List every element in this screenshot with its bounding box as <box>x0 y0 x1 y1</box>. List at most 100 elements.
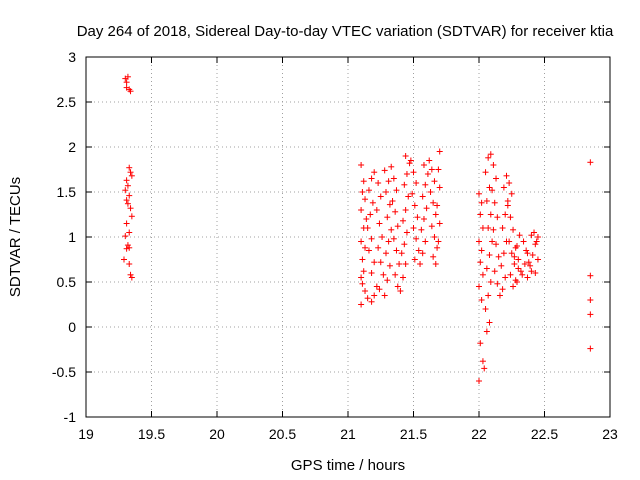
data-point <box>436 184 443 191</box>
data-point <box>126 261 133 267</box>
data-point <box>490 162 497 168</box>
data-point <box>411 202 418 209</box>
data-point <box>506 238 513 245</box>
x-axis-label: GPS time / hours <box>291 457 405 474</box>
data-point <box>510 283 517 290</box>
data-point <box>503 172 510 179</box>
data-point <box>477 340 484 347</box>
data-point <box>515 256 522 263</box>
x-tick-label: 21 <box>340 426 356 442</box>
data-point <box>367 211 374 218</box>
data-point <box>402 207 409 213</box>
data-point <box>126 164 133 171</box>
y-tick-label: 1.5 <box>57 184 77 200</box>
data-point <box>520 238 527 245</box>
data-point <box>502 274 509 281</box>
data-point <box>360 268 367 275</box>
data-point <box>587 272 594 279</box>
data-point <box>402 261 409 267</box>
data-point <box>508 250 515 257</box>
data-point <box>123 245 130 252</box>
data-point <box>380 271 387 278</box>
data-point <box>401 181 408 188</box>
data-point <box>487 211 494 218</box>
data-point <box>527 262 534 269</box>
data-point <box>369 199 376 206</box>
data-point <box>524 274 531 281</box>
data-point <box>435 238 442 245</box>
data-point <box>486 319 493 326</box>
data-point <box>476 378 482 384</box>
data-point <box>528 232 535 239</box>
data-point <box>377 259 384 266</box>
data-point <box>432 261 439 267</box>
data-point <box>519 271 526 278</box>
data-point <box>483 265 490 272</box>
data-point <box>392 208 399 215</box>
data-point <box>409 190 416 197</box>
data-point <box>388 226 395 233</box>
data-point <box>123 197 130 204</box>
data-point <box>532 270 539 276</box>
data-point <box>384 277 391 284</box>
data-point <box>491 199 498 206</box>
data-point <box>393 187 400 194</box>
data-point <box>381 292 388 299</box>
data-point <box>358 274 365 281</box>
data-point <box>587 311 594 318</box>
y-tick-label: 3 <box>68 49 76 65</box>
y-axis-label: SDTVAR / TECUs <box>7 177 24 297</box>
data-point <box>402 153 409 159</box>
data-point <box>487 151 494 158</box>
data-point <box>430 199 437 206</box>
data-point <box>430 253 437 260</box>
data-point <box>128 274 135 281</box>
data-point <box>479 271 486 278</box>
data-point <box>127 271 134 278</box>
data-point <box>382 189 389 195</box>
data-point <box>403 171 410 177</box>
data-point <box>482 169 489 176</box>
data-point <box>376 286 383 293</box>
x-tick-label: 22 <box>471 426 487 442</box>
data-point <box>431 178 438 185</box>
data-point <box>513 279 520 285</box>
data-point <box>419 250 426 257</box>
x-tick-label: 21.5 <box>400 426 427 442</box>
data-point <box>523 247 530 254</box>
data-point <box>506 180 513 186</box>
data-point <box>123 220 130 227</box>
data-point <box>362 288 369 294</box>
data-point <box>420 216 427 222</box>
data-point <box>371 259 378 266</box>
data-point <box>386 201 393 208</box>
data-point <box>377 193 384 200</box>
data-point <box>400 217 407 224</box>
data-point <box>393 247 400 254</box>
data-point <box>390 235 397 242</box>
data-point <box>126 192 133 199</box>
data-point <box>496 292 503 299</box>
x-tick-label: 23 <box>602 426 618 442</box>
data-point <box>381 167 388 174</box>
data-point <box>417 261 424 267</box>
data-point <box>362 244 369 251</box>
data-point <box>490 226 497 233</box>
data-point <box>365 247 372 254</box>
data-point <box>476 283 482 290</box>
data-point <box>124 73 131 80</box>
data-point <box>362 196 369 203</box>
data-point <box>398 250 405 257</box>
data-point <box>359 280 366 287</box>
data-point <box>373 283 380 290</box>
data-point <box>394 223 401 230</box>
data-point <box>394 283 401 290</box>
data-point <box>358 207 365 213</box>
data-point <box>532 241 539 248</box>
data-point <box>123 79 130 86</box>
data-point <box>426 157 433 164</box>
data-point <box>511 253 518 260</box>
data-point <box>493 241 500 248</box>
data-point <box>368 235 375 242</box>
